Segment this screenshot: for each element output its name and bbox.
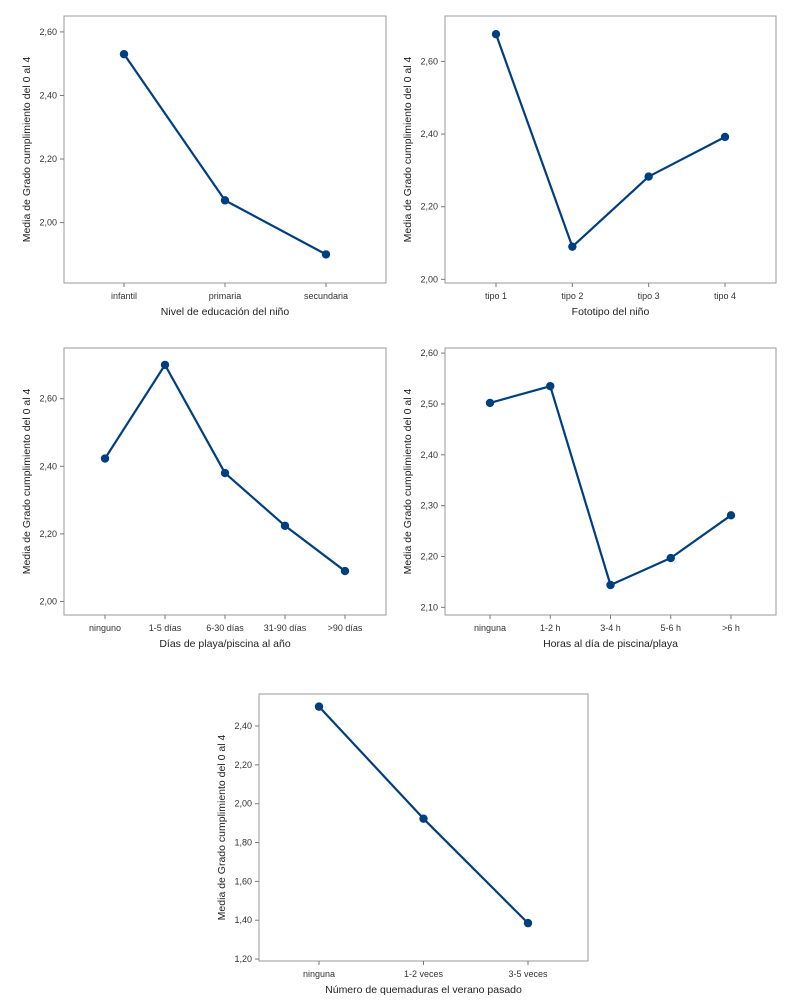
x-tick-label: >90 días [328, 623, 363, 633]
x-axis-title: Fototipo del niño [572, 306, 650, 318]
data-point-1 [485, 398, 495, 408]
x-tick-label: 31-90 días [264, 623, 307, 633]
x-axis-title: Número de quemaduras el verano pasado [325, 984, 522, 996]
x-tick-label: 6-30 días [206, 623, 244, 633]
y-axis-title: Media de Grado cumplimiento del 0 al 4 [21, 57, 33, 243]
y-tick-label: 2,00 [39, 218, 57, 228]
data-point-5 [726, 511, 736, 520]
y-tick-label: 2,40 [39, 461, 57, 471]
x-tick-label: 3-5 veces [508, 969, 548, 979]
x-tick-label: tipo 3 [638, 291, 660, 301]
y-tick-label: 1,40 [234, 915, 252, 925]
data-point-3 [644, 172, 653, 181]
plot-frame [63, 15, 387, 284]
y-tick-label: 2,00 [234, 799, 252, 809]
x-tick-label: secundaria [304, 291, 348, 301]
y-tick-label: 2,20 [234, 760, 252, 770]
y-tick-label: 2,60 [420, 348, 438, 358]
data-point-3 [220, 468, 230, 478]
x-tick-label: tipo 4 [714, 291, 736, 301]
y-tick-label: 2,10 [420, 602, 438, 612]
y-tick-label: 2,40 [420, 129, 438, 139]
y-tick-label: 2,20 [420, 202, 438, 212]
data-point-4 [280, 521, 290, 530]
y-tick-label: 2,40 [420, 450, 438, 460]
y-axis-title: Media de Grado cumplimiento del 0 al 4 [21, 389, 33, 575]
data-point-5 [340, 566, 350, 576]
x-tick-label: 3-4 h [600, 623, 621, 633]
y-tick-label: 1,60 [234, 876, 252, 886]
y-tick-label: 2,60 [39, 394, 57, 404]
data-point-1 [491, 29, 501, 39]
data-point-3 [606, 580, 615, 590]
y-tick-label: 2,40 [39, 90, 57, 100]
y-tick-label: 2,60 [420, 56, 438, 66]
data-point-2 [568, 242, 577, 251]
y-tick-label: 2,20 [420, 552, 438, 562]
chart-panel-3: 2,00 2,20 2,40 2,60 ninguno 1-5 días 6-30 días… [21, 347, 387, 650]
x-axis-title: Horas al día de piscina/playa [543, 638, 678, 650]
plot-frame [63, 347, 387, 616]
y-tick-label: 1,20 [234, 954, 252, 964]
y-tick-label: 2,50 [420, 399, 438, 409]
data-point-4 [720, 132, 730, 142]
plot-frame [258, 693, 589, 962]
chart-panel-4: 2,10 2,20 2,30 2,40 2,50 2,60 ninguna 1-2 h 3-4 … [402, 347, 777, 650]
x-axis-title: Nivel de educación del niño [161, 306, 290, 318]
plot-frame [444, 15, 777, 284]
chart-panel-2: 2,00 2,20 2,40 2,60 tipo 1 tipo 2 tipo 3 tipo 4… [402, 15, 777, 318]
y-tick-label: 2,20 [39, 154, 57, 164]
x-tick-label: 1-2 h [540, 623, 561, 633]
y-tick-label: 1,80 [234, 838, 252, 848]
data-point-1 [314, 702, 324, 711]
plot-frame [444, 347, 777, 616]
data-point-4 [666, 553, 675, 563]
data-point-2 [419, 814, 428, 823]
y-axis-title: Media de Grado cumplimiento del 0 al 4 [402, 389, 414, 575]
data-point-1 [119, 49, 129, 59]
y-tick-label: 2,20 [39, 529, 57, 539]
y-tick-label: 2,60 [39, 27, 57, 37]
x-axis-title: Días de playa/piscina al año [159, 638, 290, 650]
data-point-3 [321, 250, 331, 259]
data-point-1 [100, 454, 110, 463]
series-line [489, 385, 732, 587]
x-tick-label: ninguna [303, 969, 335, 979]
x-tick-label: ninguna [474, 623, 506, 633]
y-tick-label: 2,40 [234, 721, 252, 731]
x-tick-label: ninguno [89, 623, 121, 633]
data-point-2 [546, 381, 555, 391]
series-line [494, 33, 726, 248]
y-tick-label: 2,00 [420, 274, 438, 284]
x-tick-label: 5-6 h [660, 623, 681, 633]
series-line [123, 53, 327, 256]
x-tick-label: infantil [111, 291, 137, 301]
x-tick-label: 1-5 días [149, 623, 182, 633]
chart-panel-1: 2,00 2,20 2,40 2,60 infantil primaria secundar… [21, 15, 387, 318]
y-axis-title: Media de Grado cumplimiento del 0 al 4 [402, 57, 414, 243]
y-axis-title: Media de Grado cumplimiento del 0 al 4 [216, 735, 228, 921]
data-point-3 [523, 918, 533, 928]
x-tick-label: primaria [209, 291, 242, 301]
x-tick-label: 1-2 veces [404, 969, 444, 979]
series-line [104, 363, 346, 572]
y-tick-label: 2,00 [39, 596, 57, 606]
x-tick-label: tipo 2 [561, 291, 583, 301]
y-tick-label: 2,30 [420, 501, 438, 511]
data-point-2 [220, 196, 230, 205]
chart-panel-5: 1,20 1,40 1,60 1,80 2,00 2,20 2,40 ninguna 1-2 v… [216, 693, 589, 996]
data-point-2 [160, 360, 170, 370]
x-tick-label: >6 h [722, 623, 740, 633]
x-tick-label: tipo 1 [485, 291, 507, 301]
